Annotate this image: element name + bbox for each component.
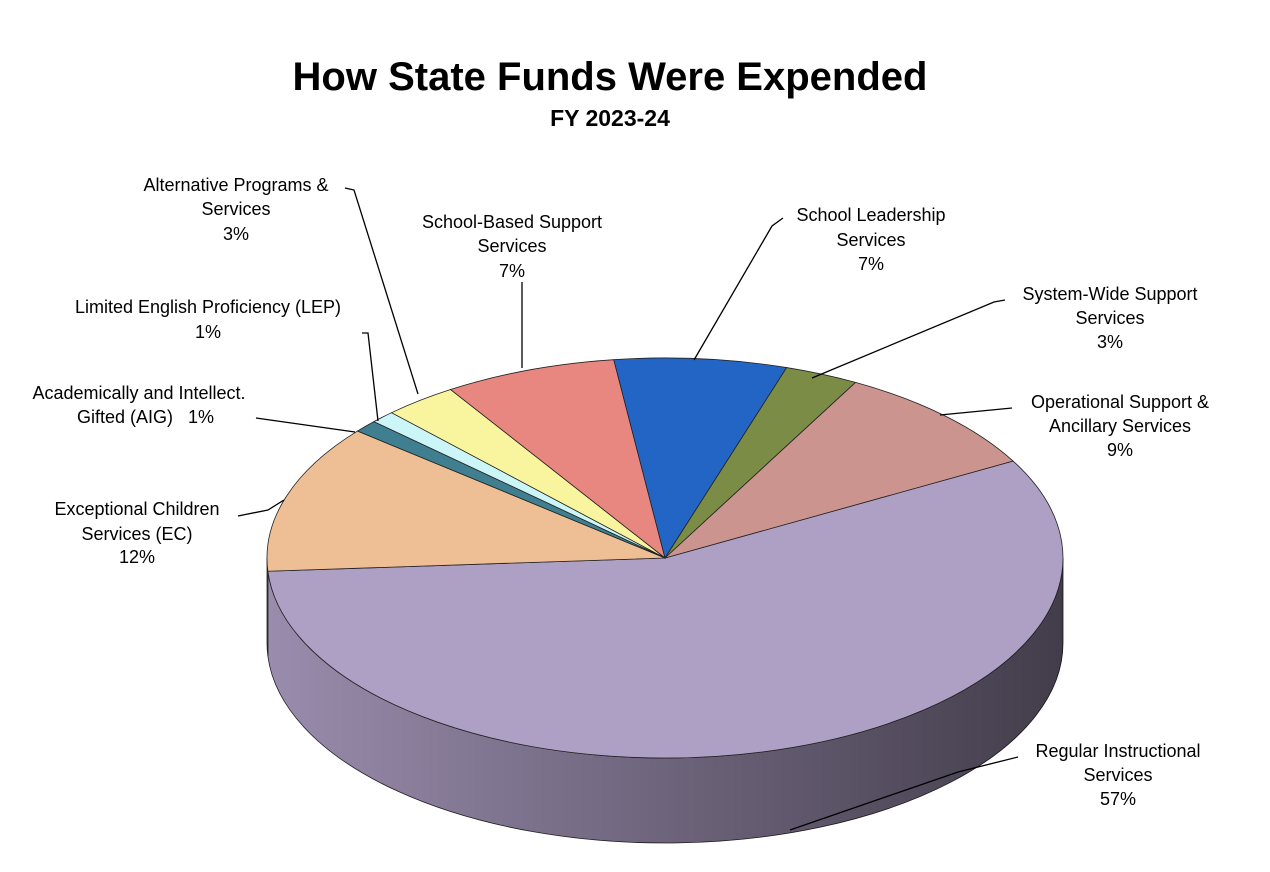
- label-line: Exceptional Children: [54, 499, 219, 519]
- pie-slice: [613, 357, 788, 559]
- value-label: 7%: [499, 261, 525, 281]
- label-line: Gifted (AIG): [77, 407, 173, 427]
- value-label: 3%: [1097, 332, 1123, 352]
- category-label: Regular Instructional Services: [1035, 741, 1200, 785]
- value-label: 3%: [223, 224, 249, 244]
- value-label: 57%: [1100, 789, 1136, 809]
- leader-line: [811, 299, 1006, 379]
- pie-slice: [664, 381, 1014, 559]
- category-label: Exceptional Children Services (EC): [54, 499, 219, 544]
- value-label: 7%: [858, 254, 884, 274]
- label-line: Services: [1083, 765, 1152, 785]
- slice-side-shade: [267, 558, 268, 657]
- label-line: System-Wide Support: [1022, 284, 1197, 304]
- label-line: Regular Instructional: [1035, 741, 1200, 761]
- category-label: School-Based Support Services: [422, 212, 602, 256]
- category-label: Limited English Proficiency (LEP): [75, 297, 341, 317]
- label-line: Limited English Proficiency (LEP): [75, 297, 341, 317]
- leader-line: [939, 407, 1013, 416]
- category-label: System-Wide Support Services: [1022, 284, 1197, 328]
- leader-line: [237, 499, 285, 517]
- category-label: Alternative Programs & Services: [143, 175, 328, 219]
- chart-title: How State Funds Were Expended: [293, 55, 928, 99]
- category-label: Academically and Intellect. Gifted (AIG): [32, 383, 245, 427]
- leader-line: [362, 332, 379, 422]
- value-label: 1%: [188, 407, 214, 427]
- label-line: Academically and Intellect.: [32, 383, 245, 403]
- category-label: Operational Support & Ancillary Services: [1031, 392, 1209, 436]
- label-line: Operational Support &: [1031, 392, 1209, 412]
- label-line: School-Based Support: [422, 212, 602, 232]
- label-line: Services: [201, 199, 270, 219]
- leader-line: [255, 417, 356, 433]
- label-line: Ancillary Services: [1049, 416, 1191, 436]
- leader-line: [789, 756, 1019, 831]
- leader-line: [693, 217, 784, 361]
- pie-slice: [449, 359, 666, 560]
- value-label: 9%: [1107, 440, 1133, 460]
- label-line: Services: [1075, 308, 1144, 328]
- label-line: Alternative Programs &: [143, 175, 328, 195]
- label-line: School Leadership: [796, 205, 945, 225]
- slice-side-shade: [267, 558, 1064, 844]
- label-line: Services: [477, 236, 546, 256]
- label-line: Services: [836, 230, 905, 250]
- category-label: School Leadership Services: [796, 205, 945, 250]
- pie-slice: [266, 430, 666, 572]
- pie-slice: [267, 460, 1064, 759]
- chart-subtitle: FY 2023-24: [550, 105, 670, 131]
- value-label: 1%: [195, 322, 221, 342]
- label-line: Services (EC): [81, 524, 192, 544]
- leader-line: [344, 187, 419, 395]
- value-label: 12%: [119, 547, 155, 567]
